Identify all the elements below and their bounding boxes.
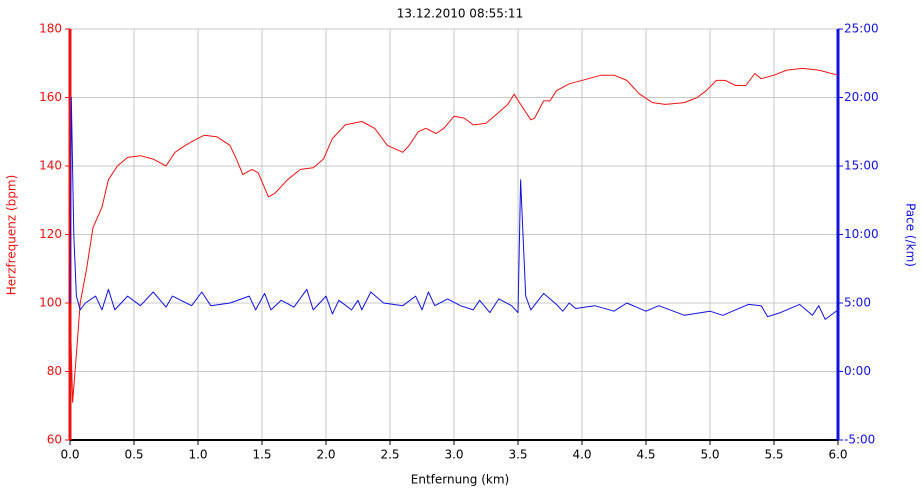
y2-tick-label: -5:00 — [844, 433, 875, 447]
y-tick-label: 160 — [39, 90, 62, 104]
y-tick-label: 140 — [39, 159, 62, 173]
y2-tick-label: 20:00 — [844, 90, 879, 104]
x-axis-label: Entfernung (km) — [411, 473, 509, 487]
y-tick-label: 80 — [47, 364, 62, 378]
y-tick-label: 180 — [39, 22, 62, 36]
x-tick-label: 4.0 — [572, 448, 591, 462]
y-tick-label: 100 — [39, 296, 62, 310]
y2-tick-label: 25:00 — [844, 22, 879, 36]
y2-axis-label: Pace (/km) — [904, 203, 918, 267]
chart-title: 13.12.2010 08:55:11 — [397, 7, 523, 21]
x-tick-label: 1.5 — [252, 448, 271, 462]
x-tick-label: 0.0 — [60, 448, 79, 462]
x-tick-label: 6.0 — [828, 448, 847, 462]
x-tick-label: 0.5 — [124, 448, 143, 462]
y-tick-label: 60 — [47, 433, 62, 447]
series-line — [69, 67, 839, 403]
x-tick-label: 1.0 — [188, 448, 207, 462]
y2-tick-label: 15:00 — [844, 159, 879, 173]
x-tick-label: 4.5 — [636, 448, 655, 462]
x-tick-label: 5.0 — [700, 448, 719, 462]
y-tick-label: 120 — [39, 227, 62, 241]
y2-tick-label: 0:00 — [844, 364, 871, 378]
x-tick-label: 2.5 — [380, 448, 399, 462]
x-tick-label: 3.0 — [444, 448, 463, 462]
x-tick-label: 2.0 — [316, 448, 335, 462]
series-line — [69, 97, 839, 320]
y2-tick-label: 10:00 — [844, 227, 879, 241]
y2-tick-label: 5:00 — [844, 296, 871, 310]
x-tick-label: 3.5 — [508, 448, 527, 462]
x-tick-label: 5.5 — [764, 448, 783, 462]
y-axis-label: Herzfrequenz (bpm) — [5, 175, 19, 296]
